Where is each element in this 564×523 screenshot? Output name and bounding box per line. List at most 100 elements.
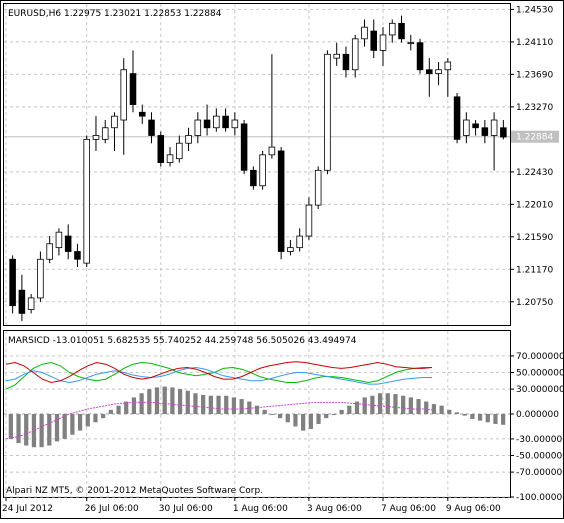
histogram-bar [139, 393, 144, 414]
bear-candle [453, 96, 461, 140]
histogram-bar [308, 414, 313, 429]
histogram-bar [147, 389, 152, 414]
histogram-bar [501, 414, 506, 425]
time-tick-label: 24 Jul 2012 [2, 504, 53, 514]
bull-candle [213, 115, 220, 129]
bear-candle [9, 258, 16, 307]
histogram-bar [162, 386, 167, 414]
indicator-line-1 [5, 361, 432, 390]
histogram-bar [16, 414, 21, 444]
candlestick-series [9, 15, 507, 322]
time-tick-label: 30 Jul 06:00 [159, 504, 213, 514]
bear-candle [64, 235, 72, 252]
bull-candle [27, 297, 35, 310]
histogram-bar [62, 414, 67, 439]
histogram-bar [439, 405, 444, 414]
time-tick-label: 7 Aug 06:00 [381, 504, 436, 514]
bull-candle [176, 142, 183, 160]
histogram-bar [470, 414, 475, 419]
histogram-bar [177, 389, 183, 414]
bear-candle [370, 30, 378, 51]
bull-candle [351, 38, 359, 71]
bull-candle [37, 258, 44, 299]
histogram-bar [247, 401, 252, 414]
bear-candle [240, 123, 248, 171]
histogram-bar [131, 397, 137, 414]
histogram-bar [31, 414, 37, 448]
histogram-bar [447, 409, 452, 414]
indicator-line-2 [5, 366, 432, 385]
histogram-bar [216, 395, 221, 414]
histogram-bar [39, 414, 44, 448]
bull-candle [120, 69, 128, 121]
histogram-bar [424, 401, 429, 414]
histogram-bar [170, 387, 175, 414]
price-tick-label: 1.21170 [516, 265, 553, 275]
bull-candle [83, 138, 90, 264]
histogram-bar [493, 414, 498, 424]
indicator-tick-label: -100.000000 [516, 493, 564, 503]
main-chart-header: EURUSD,H6 1.22975 1.23021 1.22853 1.2288… [8, 9, 222, 19]
histogram-bar [477, 414, 483, 421]
histogram-bar [101, 414, 106, 419]
histogram-bar [485, 414, 490, 423]
histogram-bar [431, 404, 437, 414]
bear-candle [74, 251, 81, 260]
histogram-bar [116, 405, 121, 414]
histogram-bar [462, 414, 467, 416]
price-tick-label: 1.22010 [516, 200, 553, 210]
main-panel-frame [3, 3, 511, 326]
bear-candle [500, 127, 507, 138]
bear-candle [250, 169, 257, 187]
bull-candle [333, 53, 340, 59]
bull-candle [379, 34, 387, 51]
bear-candle [472, 123, 479, 129]
current-price-tag [511, 130, 559, 143]
bull-candle [305, 204, 313, 237]
histogram-bar [324, 414, 329, 419]
bull-candle [324, 53, 331, 171]
price-tick-label: 1.23690 [516, 70, 553, 80]
histogram-bar [77, 414, 83, 431]
bull-candle [314, 169, 322, 206]
indicator-tick-label: -30.000000 [516, 435, 564, 445]
bear-candle [342, 53, 350, 71]
histogram-bar [201, 394, 206, 414]
histogram-bar [185, 390, 190, 414]
bull-candle [194, 119, 202, 136]
histogram-bar [339, 409, 344, 414]
indicator-header: MARSICD -13.010051 5.682535 55.740252 44… [8, 336, 357, 346]
indicator-tick-label: -70.000000 [516, 468, 564, 478]
histogram-bar [362, 397, 367, 414]
histogram-bar [93, 414, 98, 423]
indicator-tick-label: 50.000000 [516, 369, 564, 379]
bear-candle [148, 119, 155, 136]
bear-candle [203, 119, 211, 129]
bull-candle [101, 127, 109, 140]
indicator-tick-label: 70.000000 [516, 352, 564, 362]
bear-candle [277, 150, 285, 252]
histogram-bar [262, 409, 267, 414]
indicator-line-3 [5, 361, 433, 384]
time-axis: 24 Jul 2012 26 Jul 06:00 30 Jul 06:00 1 Aug… [2, 497, 501, 514]
histogram-bar [24, 414, 29, 446]
indicator-tick-label: -50.000000 [516, 452, 564, 462]
histogram-bar [408, 397, 413, 414]
bear-candle [129, 73, 137, 105]
histogram-bar [285, 414, 290, 423]
histogram-bar [54, 414, 60, 442]
histogram-bar [85, 414, 90, 427]
time-tick-label: 26 Jul 06:00 [85, 504, 139, 514]
bull-candle [259, 154, 266, 187]
bull-candle [463, 119, 470, 136]
copyright-text: Alpari NZ MT5, © 2001-2012 MetaQuotes So… [6, 486, 263, 496]
histogram-bar [393, 394, 398, 414]
indicator-tick-label: 0.000000 [516, 410, 559, 420]
bull-candle [407, 42, 415, 45]
bull-candle [185, 135, 192, 144]
histogram-bar [331, 414, 337, 415]
bear-candle [18, 289, 26, 314]
histogram-bar [231, 397, 237, 414]
